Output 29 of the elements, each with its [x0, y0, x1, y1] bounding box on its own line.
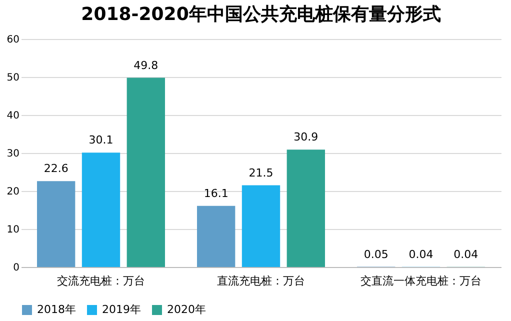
- bar: [126, 78, 165, 267]
- y-tick-label: 30: [6, 148, 20, 160]
- bar: [82, 152, 120, 267]
- data-label: 21.5: [248, 166, 274, 180]
- legend-label: 2018年: [37, 303, 76, 316]
- y-tick-label: 10: [6, 224, 20, 236]
- bar: [37, 181, 76, 267]
- x-tick-label: 直流充电桩：万台: [217, 274, 305, 288]
- data-label: 30.9: [294, 130, 318, 144]
- data-label: 16.1: [204, 186, 228, 200]
- x-tick-label: 交流充电桩：万台: [57, 274, 145, 288]
- data-label: 22.6: [44, 162, 68, 176]
- y-tick-label: 20: [6, 186, 20, 198]
- x-tick-label: 交直流一体充电桩：万台: [360, 274, 482, 288]
- data-label: 49.8: [134, 58, 158, 72]
- y-tick-label: 40: [6, 110, 20, 122]
- data-label: 0.04: [408, 248, 434, 261]
- bar: [197, 206, 236, 267]
- data-label: 0.05: [364, 248, 388, 261]
- bar: [242, 185, 280, 267]
- legend-label: 2019年: [102, 303, 141, 316]
- chart-title: 2018-2020年中国公共充电桩保有量分形式: [81, 4, 441, 25]
- bar: [286, 150, 325, 267]
- legend-label: 2020年: [167, 303, 206, 316]
- y-tick-label: 50: [6, 72, 20, 84]
- y-tick-label: 60: [6, 34, 20, 46]
- data-label: 30.1: [88, 134, 114, 147]
- data-label: 0.04: [454, 248, 478, 261]
- y-tick-label: 0: [13, 262, 20, 274]
